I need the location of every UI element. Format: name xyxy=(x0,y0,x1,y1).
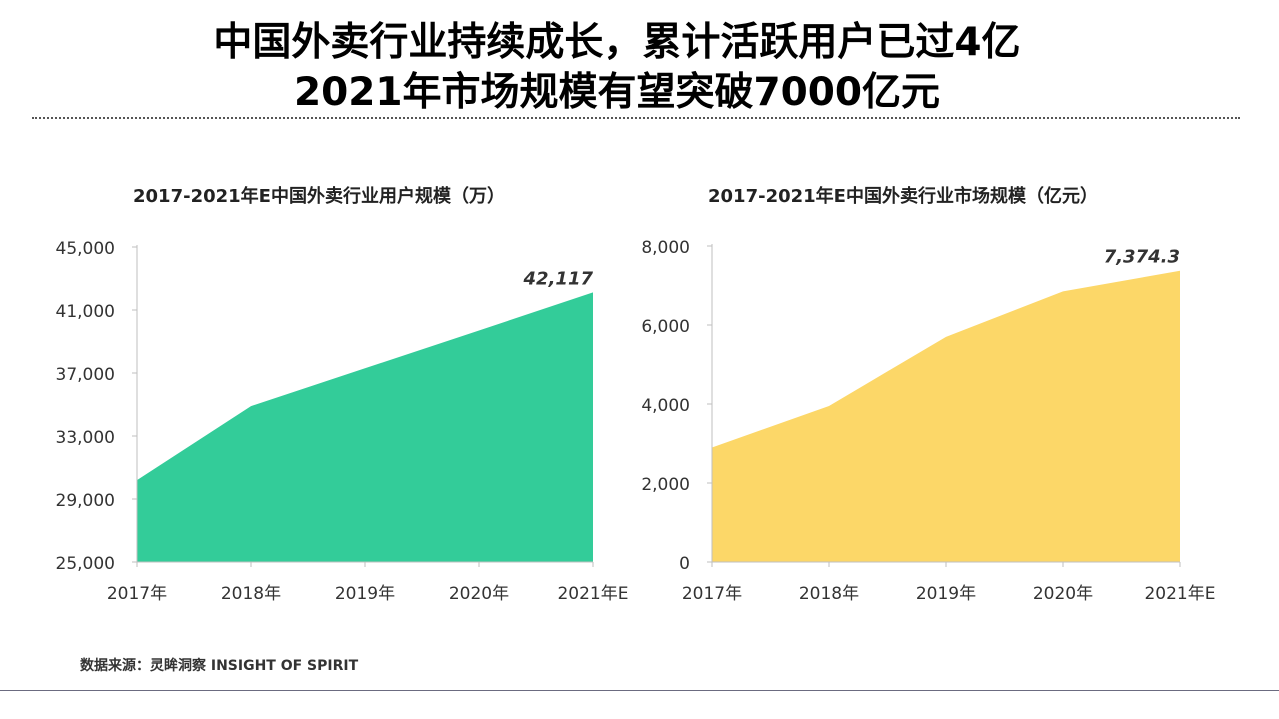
users-y-tick-label-1: 29,000 xyxy=(56,491,115,511)
users-chart-title: 2017-2021年E中国外卖行业用户规模（万） xyxy=(133,186,505,207)
market-chart-panel: 2017-2021年E中国外卖行业市场规模（亿元） 0 2,000 4,000 6,0… xyxy=(641,186,1215,604)
users-x-tick-label-1: 2018年 xyxy=(221,584,281,604)
users-area-chart: 25,000 29,000 33,000 37,000 41,000 45,000 2017… xyxy=(56,239,629,604)
page-title-line-2: 2021年市场规模有望突破7000亿元 xyxy=(293,70,941,115)
market-x-tick-label-1: 2018年 xyxy=(799,584,859,604)
page-title: 中国外卖行业持续成长，累计活跃用户已过4亿 2021年市场规模有望突破7000亿… xyxy=(0,18,1234,118)
market-area xyxy=(712,270,1180,562)
market-y-tick-label-4: 8,000 xyxy=(641,238,690,258)
users-x-tick-label-0: 2017年 xyxy=(107,584,167,604)
market-area-chart: 0 2,000 4,000 6,000 8,000 2017年 2018年 2019年 2020… xyxy=(641,238,1215,604)
market-y-tick-label-3: 6,000 xyxy=(641,317,690,337)
page-title-line-1: 中国外卖行业持续成长，累计活跃用户已过4亿 xyxy=(213,20,1021,65)
users-x-tick-label-2: 2019年 xyxy=(335,584,395,604)
users-area xyxy=(137,292,593,562)
users-y-tick-label-4: 41,000 xyxy=(56,302,115,322)
users-x-tick-label-3: 2020年 xyxy=(449,584,509,604)
users-y-tick-label-0: 25,000 xyxy=(56,554,115,574)
users-chart-panel: 2017-2021年E中国外卖行业用户规模（万） 25,000 29,000 33,… xyxy=(0,0,640,640)
source-note: 数据来源：灵眸洞察 INSIGHT OF SPIRIT xyxy=(80,658,359,674)
bottom-rule xyxy=(0,690,1279,691)
market-y-tick-label-2: 4,000 xyxy=(641,396,690,416)
market-y-tick-label-1: 2,000 xyxy=(641,475,690,495)
users-last-value-label: 42,117 xyxy=(523,268,594,289)
market-x-tick-label-3: 2020年 xyxy=(1033,584,1093,604)
title-divider xyxy=(32,117,1240,119)
users-y-tick-label-3: 37,000 xyxy=(56,365,115,385)
market-chart-title: 2017-2021年E中国外卖行业市场规模（亿元） xyxy=(708,186,1098,207)
users-y-tick-label-5: 45,000 xyxy=(56,239,115,259)
market-x-tick-label-4: 2021年E xyxy=(1144,584,1215,604)
market-x-tick-label-2: 2019年 xyxy=(916,584,976,604)
users-x-tick-label-4: 2021年E xyxy=(557,584,628,604)
market-last-value-label: 7,374.3 xyxy=(1104,247,1180,268)
users-y-tick-label-2: 33,000 xyxy=(56,428,115,448)
market-x-tick-label-0: 2017年 xyxy=(682,584,742,604)
market-y-tick-label-0: 0 xyxy=(679,554,690,574)
